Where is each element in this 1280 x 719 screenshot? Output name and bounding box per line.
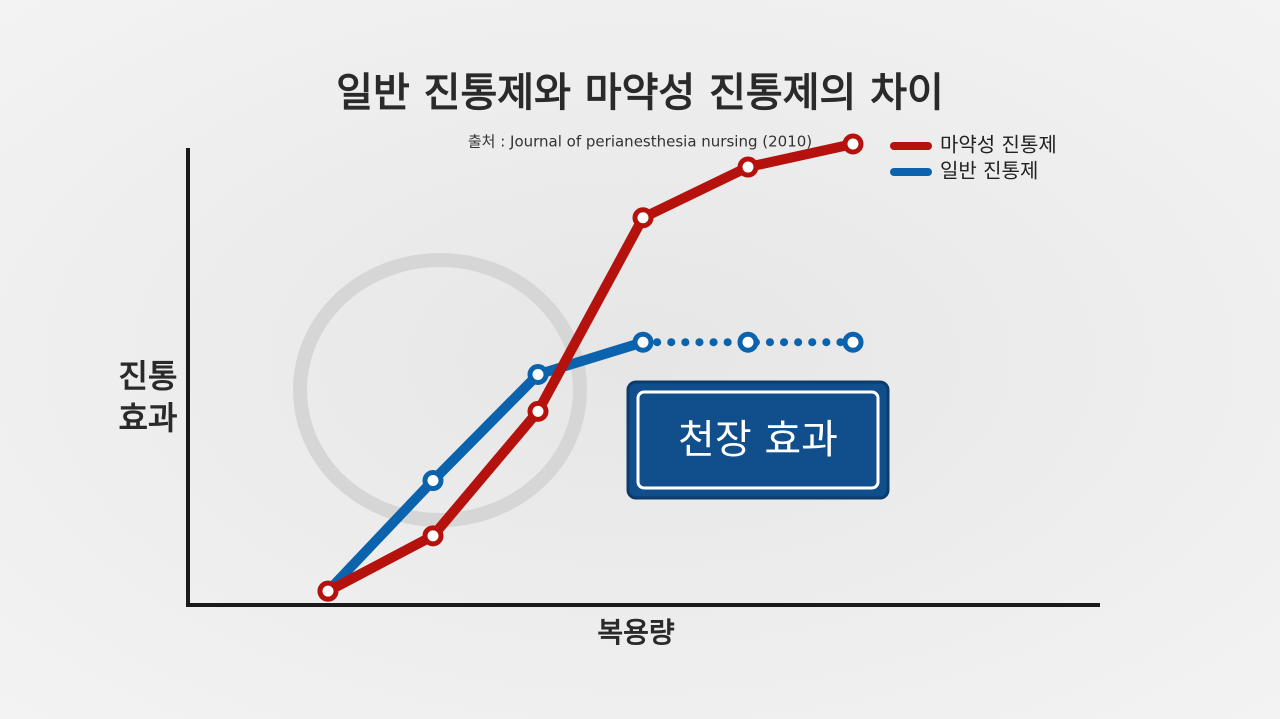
data-point	[422, 525, 444, 547]
data-point	[317, 580, 339, 602]
annotation-box: 천장 효과	[626, 380, 890, 500]
data-point	[527, 400, 549, 422]
data-point	[737, 331, 759, 353]
legend-label: 일반 진통제	[940, 159, 1038, 183]
data-point	[842, 331, 864, 353]
annotation-border	[636, 390, 880, 490]
data-point	[632, 207, 654, 229]
x-axis-label: 복용량	[597, 616, 675, 649]
legend-label: 마약성 진통제	[940, 133, 1057, 157]
y-axis-label: 효과	[119, 399, 178, 437]
series-line	[323, 139, 858, 597]
data-point	[842, 133, 864, 155]
series-line	[323, 337, 648, 597]
chart-title: 일반 진통제와 마약성 진통제의 차이	[336, 70, 944, 116]
data-point	[737, 156, 759, 178]
chart-subtitle: 출처 : Journal of perianesthesia nursing (…	[468, 133, 812, 151]
annotation-background	[626, 380, 890, 500]
data-point	[632, 331, 654, 353]
data-point	[422, 470, 444, 492]
annotation: 천장 효과	[678, 417, 838, 463]
y-axis-label: 진통	[119, 357, 178, 395]
data-point	[527, 364, 549, 385]
